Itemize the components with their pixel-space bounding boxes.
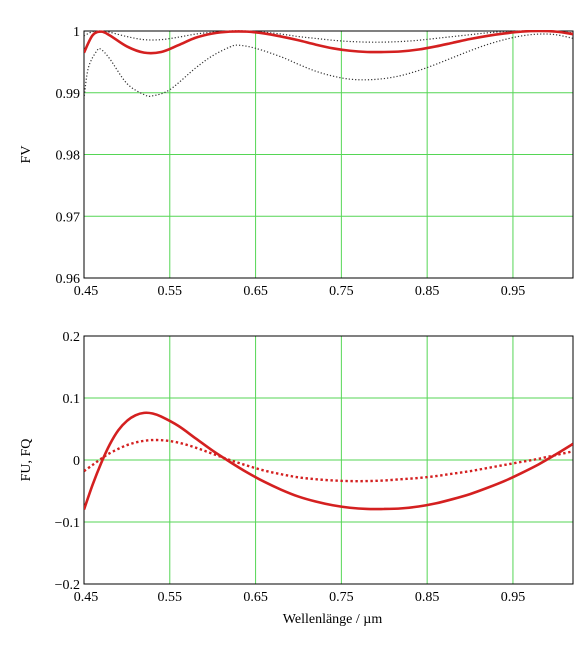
chart-2-xtick-label: 0.55: [158, 590, 183, 605]
chart-2-ytick-label: 0: [73, 454, 80, 469]
chart-2-ylabel: FU, FQ: [19, 439, 34, 482]
chart-2-series-line-2: [84, 438, 573, 483]
chart-2-ytick-label: 0.1: [63, 392, 81, 407]
chart-2-xtick-label: 0.85: [415, 590, 440, 605]
chart-1-xtick-label: 0.45: [74, 284, 99, 299]
chart-1-series-line-1: [84, 30, 573, 55]
chart-2-plot-frame: [83, 335, 574, 585]
chart-1-ytick-label: 0.96: [56, 272, 81, 287]
chart-1-plot-frame: [83, 30, 574, 279]
chart-1-series-line-2: [84, 30, 573, 43]
chart-1-xtick-label: 0.55: [158, 284, 183, 299]
chart-2-ytick-label: −0.2: [55, 578, 80, 593]
chart-1-ytick-label: 0.97: [56, 210, 81, 225]
chart-1-xtick-label: 0.95: [501, 284, 526, 299]
chart-1-xtick-label: 0.85: [415, 284, 440, 299]
chart-2-xtick-label: 0.65: [243, 590, 268, 605]
chart-1-ytick-label: 0.98: [56, 149, 81, 164]
chart-2-xlabel: Wellenlänge / µm: [283, 612, 383, 627]
chart-1-ytick-label: 1: [73, 25, 80, 40]
chart-2-ytick-label: −0.1: [55, 516, 80, 531]
chart-1-xtick-label: 0.65: [243, 284, 268, 299]
chart-1-xtick-label: 0.75: [329, 284, 354, 299]
chart-2-series-line-1: [84, 411, 573, 511]
chart-1-ytick-label: 0.99: [56, 87, 81, 102]
chart-2-xtick-label: 0.75: [329, 590, 354, 605]
chart-1-ylabel: FV: [19, 146, 34, 164]
chart-2-xtick-label: 0.45: [74, 590, 99, 605]
chart-1-series-line-3: [84, 33, 573, 100]
chart-2-ytick-label: 0.2: [63, 330, 81, 345]
chart-2-xtick-label: 0.95: [501, 590, 526, 605]
